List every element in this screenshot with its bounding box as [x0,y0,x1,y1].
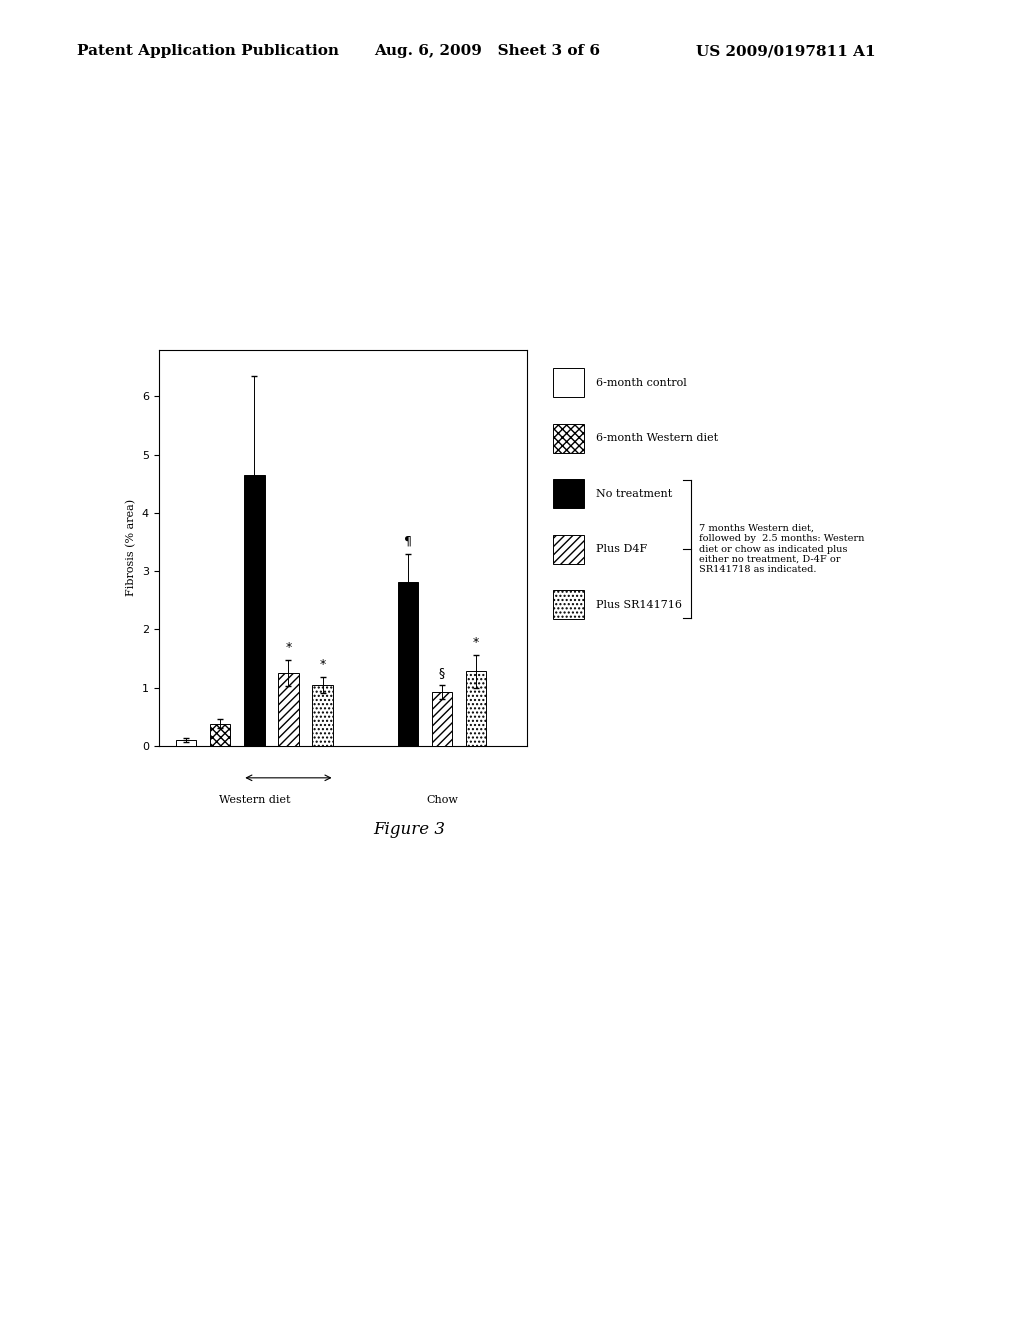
Text: Figure 3: Figure 3 [374,821,445,838]
Bar [432,692,453,746]
Text: Western diet: Western diet [218,795,290,805]
Bar [466,672,486,746]
Bar [176,741,197,746]
Y-axis label: Fibrosis (% area): Fibrosis (% area) [126,499,136,597]
Text: Plus SR141716: Plus SR141716 [596,599,682,610]
Bar [244,475,264,746]
Text: US 2009/0197811 A1: US 2009/0197811 A1 [696,45,876,58]
Text: 6-month control: 6-month control [596,378,687,388]
Bar [312,685,333,746]
Text: Chow: Chow [426,795,458,805]
Text: Plus D4F: Plus D4F [596,544,647,554]
Bar [397,582,418,746]
Text: 7 months Western diet,
followed by  2.5 months: Western
diet or chow as indicate: 7 months Western diet, followed by 2.5 m… [699,524,864,574]
Text: No treatment: No treatment [596,488,672,499]
Text: *: * [319,657,326,671]
Bar [279,673,299,746]
Text: Aug. 6, 2009   Sheet 3 of 6: Aug. 6, 2009 Sheet 3 of 6 [374,45,600,58]
Text: ¶: ¶ [403,535,412,548]
Text: *: * [473,636,479,649]
Text: Patent Application Publication: Patent Application Publication [77,45,339,58]
Text: *: * [286,642,292,655]
Bar [210,723,230,746]
Text: 6-month Western diet: 6-month Western diet [596,433,718,444]
Text: §: § [439,667,445,680]
